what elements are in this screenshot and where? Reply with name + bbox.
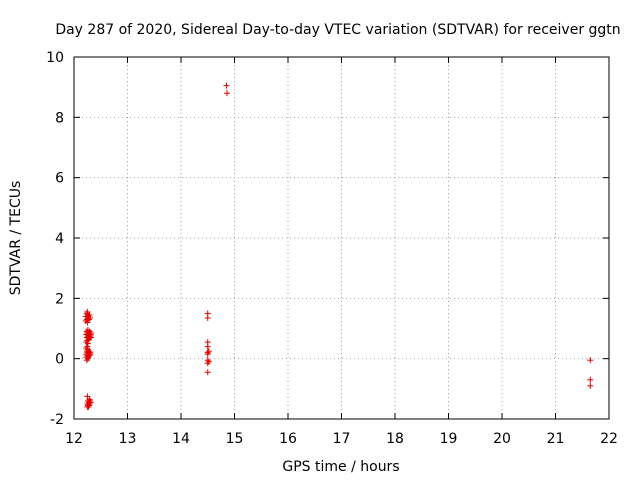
data-point bbox=[84, 393, 91, 400]
y-tick-label: 4 bbox=[55, 231, 64, 247]
y-tick-label: 0 bbox=[55, 352, 64, 368]
grid-lines bbox=[74, 57, 609, 419]
x-tick-label: 17 bbox=[333, 431, 351, 447]
data-point bbox=[87, 314, 94, 321]
chart-title: Day 287 of 2020, Sidereal Day-to-day VTE… bbox=[55, 22, 620, 38]
data-point bbox=[587, 357, 594, 364]
x-tick-label: 18 bbox=[386, 431, 404, 447]
x-tick-label: 15 bbox=[226, 431, 244, 447]
data-point bbox=[87, 399, 94, 406]
x-axis-label: GPS time / hours bbox=[282, 459, 399, 475]
data-point bbox=[87, 351, 94, 358]
data-point bbox=[84, 319, 91, 326]
data-point bbox=[204, 351, 211, 358]
x-tick-label: 12 bbox=[65, 431, 83, 447]
data-point bbox=[224, 90, 231, 97]
data-point bbox=[86, 311, 93, 318]
data-point bbox=[587, 376, 594, 383]
x-tick-labels: 12 13 14 15 16 17 18 19 20 21 22 bbox=[65, 431, 618, 447]
data-point bbox=[84, 340, 91, 347]
x-tick-label: 14 bbox=[172, 431, 190, 447]
data-points bbox=[82, 82, 594, 410]
data-point bbox=[84, 308, 91, 315]
y-tick-labels: -2 0 2 4 6 8 10 bbox=[46, 50, 64, 428]
data-point bbox=[205, 358, 212, 365]
x-tick-label: 21 bbox=[547, 431, 565, 447]
data-point bbox=[88, 334, 95, 341]
data-point bbox=[587, 382, 594, 389]
y-tick-label: 8 bbox=[55, 110, 64, 126]
data-point bbox=[223, 82, 230, 89]
x-tick-label: 13 bbox=[119, 431, 137, 447]
y-tick-label: 10 bbox=[46, 50, 64, 66]
plot-frame bbox=[73, 56, 610, 420]
x-tick-label: 19 bbox=[440, 431, 458, 447]
data-point bbox=[205, 348, 212, 355]
data-point bbox=[204, 314, 211, 321]
x-tick-label: 22 bbox=[600, 431, 618, 447]
data-point bbox=[84, 343, 91, 350]
y-tick-label: 6 bbox=[55, 171, 64, 187]
x-tick-label: 16 bbox=[279, 431, 297, 447]
tick-marks bbox=[73, 56, 610, 420]
y-tick-label: 2 bbox=[55, 291, 64, 307]
data-point bbox=[204, 343, 211, 350]
x-tick-label: 20 bbox=[493, 431, 511, 447]
y-tick-label: -2 bbox=[50, 412, 64, 428]
y-axis-label: SDTVAR / TECUs bbox=[8, 181, 24, 296]
data-point bbox=[204, 369, 211, 376]
